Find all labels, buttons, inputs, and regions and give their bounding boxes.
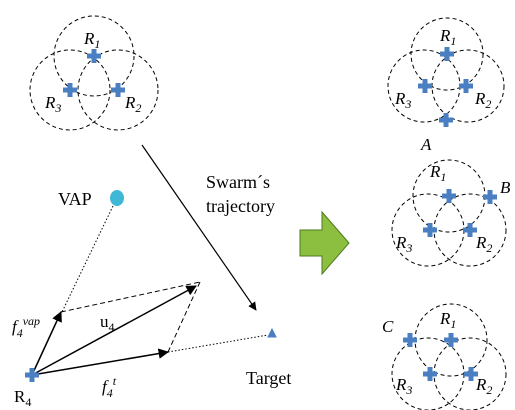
robot-r4-marker-icon bbox=[25, 368, 39, 382]
robot-marker-icon bbox=[439, 113, 453, 127]
range-circle-r3 bbox=[29, 49, 111, 131]
label-f4-vap: f4vap bbox=[12, 314, 40, 340]
config-label-a: A bbox=[420, 135, 432, 154]
label-c-r2: R2 bbox=[475, 375, 492, 397]
swarm-trajectory-arrow bbox=[141, 144, 257, 311]
robot-marker-icon bbox=[483, 190, 497, 204]
label-a-r1: R1 bbox=[439, 26, 456, 48]
vap-dotted-line bbox=[61, 205, 114, 313]
label-a-r2: R2 bbox=[474, 89, 491, 111]
parallelogram-top-edge bbox=[60, 281, 201, 313]
vector-u4 bbox=[31, 285, 197, 376]
label-r3: R3 bbox=[44, 93, 61, 115]
label-a-r3: R3 bbox=[394, 89, 411, 111]
vector-f4-t bbox=[31, 348, 170, 376]
vap-marker-icon bbox=[110, 190, 124, 206]
target-dotted-line bbox=[167, 334, 269, 353]
right-arrow-icon bbox=[299, 210, 350, 276]
label-r1: R1 bbox=[83, 29, 100, 51]
label-r4: R4 bbox=[14, 387, 31, 409]
label-c-r1: R1 bbox=[439, 309, 456, 331]
robot-marker-icon bbox=[440, 47, 454, 61]
swarm-label-line1: Swarm´s bbox=[206, 172, 270, 192]
label-r2: R2 bbox=[124, 93, 141, 115]
config-label-c: C bbox=[382, 317, 394, 336]
config-label-b: B bbox=[500, 178, 511, 197]
formation-a bbox=[387, 17, 505, 123]
top-left-formation bbox=[29, 15, 159, 131]
label-b-r2: R2 bbox=[475, 233, 492, 255]
robot-marker-icon bbox=[87, 49, 101, 63]
vap-label: VAP bbox=[58, 189, 92, 209]
robot-marker-icon bbox=[418, 79, 432, 93]
robot-marker-icon bbox=[111, 83, 125, 97]
robot-marker-icon bbox=[463, 223, 477, 237]
robot-marker-icon bbox=[63, 83, 77, 97]
vector-f4-vap bbox=[31, 311, 62, 376]
label-f4-t: f4t bbox=[102, 374, 117, 400]
label-b-r1: R1 bbox=[429, 162, 446, 184]
label-c-r3: R3 bbox=[395, 375, 412, 397]
parallelogram-right-edge bbox=[167, 281, 201, 353]
robot-marker-icon bbox=[442, 189, 456, 203]
robot-marker-icon bbox=[444, 333, 458, 347]
label-b-r3: R3 bbox=[395, 233, 412, 255]
label-u4: u4 bbox=[100, 312, 115, 334]
robot-marker-icon bbox=[423, 367, 437, 381]
swarm-label-line2: trajectory bbox=[206, 196, 275, 216]
target-marker-icon bbox=[267, 327, 277, 338]
robot-marker-icon bbox=[423, 223, 437, 237]
range-circle-r2 bbox=[77, 49, 159, 131]
target-label: Target bbox=[246, 368, 291, 388]
range-circle-r1 bbox=[53, 15, 135, 97]
